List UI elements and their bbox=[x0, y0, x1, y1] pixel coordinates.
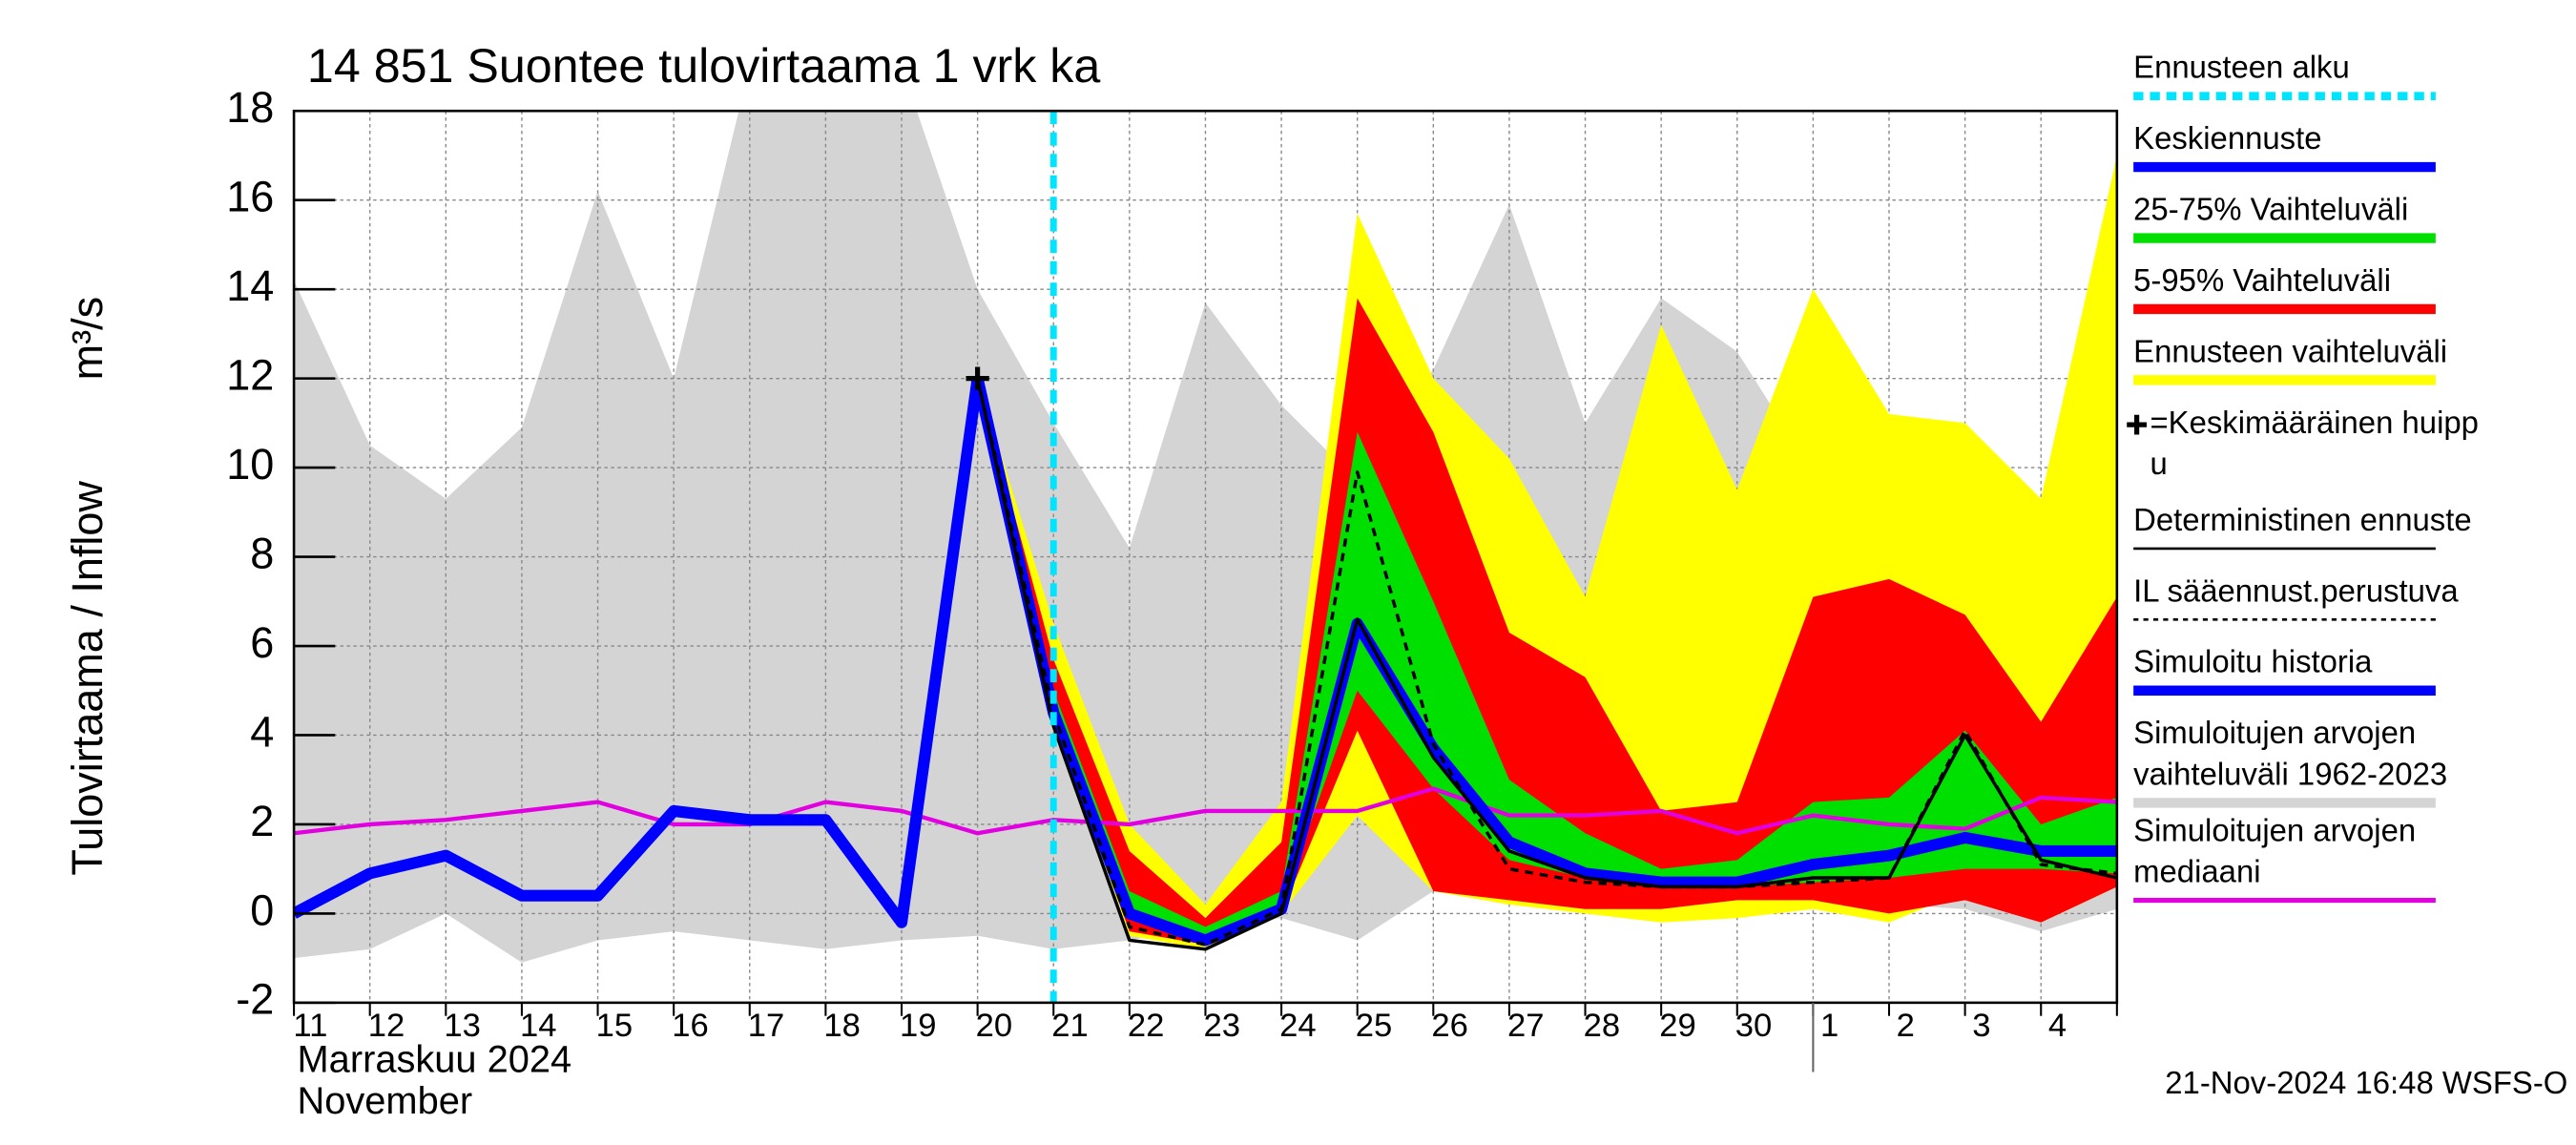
y-tick-label: 18 bbox=[226, 83, 274, 132]
x-tick-label: 30 bbox=[1735, 1008, 1772, 1044]
legend-label: vaihteluväli 1962-2023 bbox=[2133, 756, 2447, 791]
y-tick-label: 16 bbox=[226, 173, 274, 221]
line bbox=[971, 377, 2117, 947]
legend-label: Ennusteen alku bbox=[2133, 50, 2350, 85]
x-tick-label: 23 bbox=[1204, 1008, 1241, 1044]
y-tick-label: 4 bbox=[250, 707, 274, 756]
month-label: November bbox=[298, 1080, 473, 1122]
legend-label: Simuloitujen arvojen bbox=[2133, 812, 2416, 847]
legend-label: mediaani bbox=[2133, 854, 2260, 889]
x-tick-label: 12 bbox=[368, 1008, 405, 1044]
x-tick-label: 24 bbox=[1279, 1008, 1317, 1044]
x-tick-label: 11 bbox=[293, 1008, 327, 1044]
legend-peak-symbol bbox=[2127, 414, 2147, 435]
x-tick-label: 17 bbox=[748, 1008, 785, 1044]
timestamp: 21-Nov-2024 16:48 WSFS-O bbox=[2165, 1065, 2567, 1100]
legend-label: Keskiennuste bbox=[2133, 120, 2321, 156]
y-tick-label: 14 bbox=[226, 261, 274, 310]
y-axis-unit: m³/s bbox=[63, 297, 112, 380]
x-tick-label: 18 bbox=[823, 1008, 861, 1044]
y-tick-label: 12 bbox=[226, 351, 274, 400]
x-tick-label: 27 bbox=[1507, 1008, 1545, 1044]
x-tick-label: 28 bbox=[1584, 1008, 1621, 1044]
band bbox=[977, 298, 2117, 946]
x-tick-label: 26 bbox=[1431, 1008, 1468, 1044]
x-tick-label: 2 bbox=[1897, 1008, 1915, 1044]
x-tick-label: 3 bbox=[1972, 1008, 1990, 1044]
legend-label: IL sääennust.perustuva bbox=[2133, 572, 2459, 608]
band bbox=[977, 378, 2117, 936]
x-tick-label: 4 bbox=[2048, 1008, 2067, 1044]
line bbox=[294, 377, 984, 928]
x-tick-label: 14 bbox=[520, 1008, 557, 1044]
chart-title: 14 851 Suontee tulovirtaama 1 vrk ka bbox=[307, 39, 1100, 93]
x-tick-label: 25 bbox=[1356, 1008, 1393, 1044]
y-tick-label: 10 bbox=[226, 440, 274, 489]
legend-label: u bbox=[2150, 446, 2167, 481]
legend-label: 25-75% Vaihteluväli bbox=[2133, 192, 2408, 227]
legend-label: Deterministinen ennuste bbox=[2133, 502, 2472, 537]
x-tick-label: 19 bbox=[900, 1008, 937, 1044]
y-tick-label: 0 bbox=[250, 885, 274, 934]
x-tick-label: 29 bbox=[1659, 1008, 1696, 1044]
peak-marker bbox=[966, 366, 989, 390]
x-tick-label: 22 bbox=[1128, 1008, 1165, 1044]
x-tick-label: 21 bbox=[1051, 1008, 1089, 1044]
legend-label: Simuloitujen arvojen bbox=[2133, 715, 2416, 750]
x-tick-label: 13 bbox=[444, 1008, 481, 1044]
legend-label: Simuloitu historia bbox=[2133, 644, 2373, 679]
y-tick-label: 6 bbox=[250, 618, 274, 667]
line bbox=[975, 378, 2117, 947]
x-tick-label: 15 bbox=[596, 1008, 634, 1044]
plot-area bbox=[294, 111, 2117, 1003]
legend-label: 5-95% Vaihteluväli bbox=[2133, 262, 2391, 298]
y-tick-label: 8 bbox=[250, 529, 274, 577]
line bbox=[294, 786, 2117, 836]
x-tick-label: 1 bbox=[1820, 1008, 1839, 1044]
legend-label: Ennusteen vaihteluväli bbox=[2133, 333, 2447, 368]
y-tick-label: -2 bbox=[236, 975, 274, 1024]
y-tick-label: 2 bbox=[250, 797, 274, 845]
x-tick-label: 16 bbox=[672, 1008, 709, 1044]
month-label: Marraskuu 2024 bbox=[298, 1039, 572, 1081]
legend-label: =Keskimääräinen huipp bbox=[2150, 405, 2479, 440]
x-tick-label: 20 bbox=[976, 1008, 1012, 1044]
y-axis-label: Tulovirtaama / Inflow bbox=[63, 481, 112, 876]
